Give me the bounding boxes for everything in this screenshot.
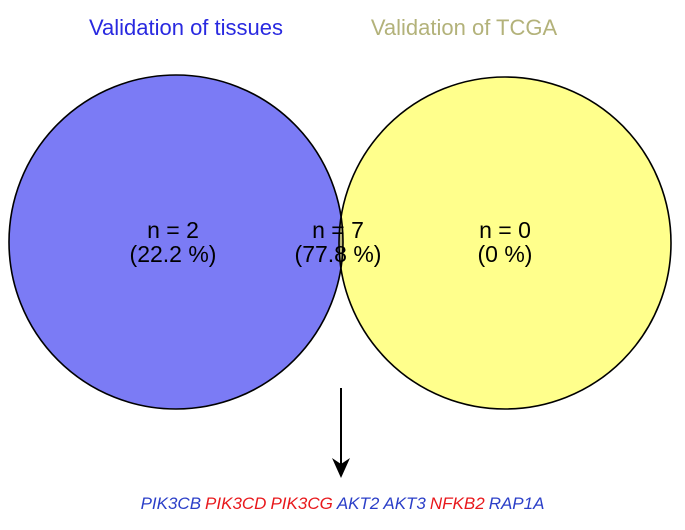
left-only-percent: (22.2 %)	[130, 241, 217, 267]
right-only-percent: (0 %)	[478, 241, 533, 267]
gene-nfkb2: NFKB2	[429, 494, 485, 513]
gene-rap1a: RAP1A	[488, 494, 545, 513]
left-only-count: n = 2	[147, 217, 199, 243]
overlap-percent: (77.8 %)	[295, 241, 382, 267]
overlap-count: n = 7	[312, 217, 364, 243]
arrow-head	[332, 458, 350, 478]
right-set-title: Validation of TCGA	[371, 15, 558, 40]
gene-pik3cg: PIK3CG	[270, 494, 333, 513]
gene-akt2: AKT2	[336, 494, 380, 513]
overlap-gene-list: PIK3CB PIK3CD PIK3CG AKT2 AKT3 NFKB2 RAP1A	[0, 494, 685, 514]
gene-akt3: AKT3	[383, 494, 426, 513]
right-only-count: n = 0	[479, 217, 531, 243]
gene-pik3cb: PIK3CB	[140, 494, 202, 513]
right-set-circle	[339, 77, 671, 409]
left-set-circle	[9, 75, 343, 409]
right-circle-outline	[338, 76, 672, 410]
gene-pik3cd: PIK3CD	[205, 494, 267, 513]
left-set-title: Validation of tissues	[89, 15, 283, 40]
left-circle-outline	[8, 74, 344, 410]
